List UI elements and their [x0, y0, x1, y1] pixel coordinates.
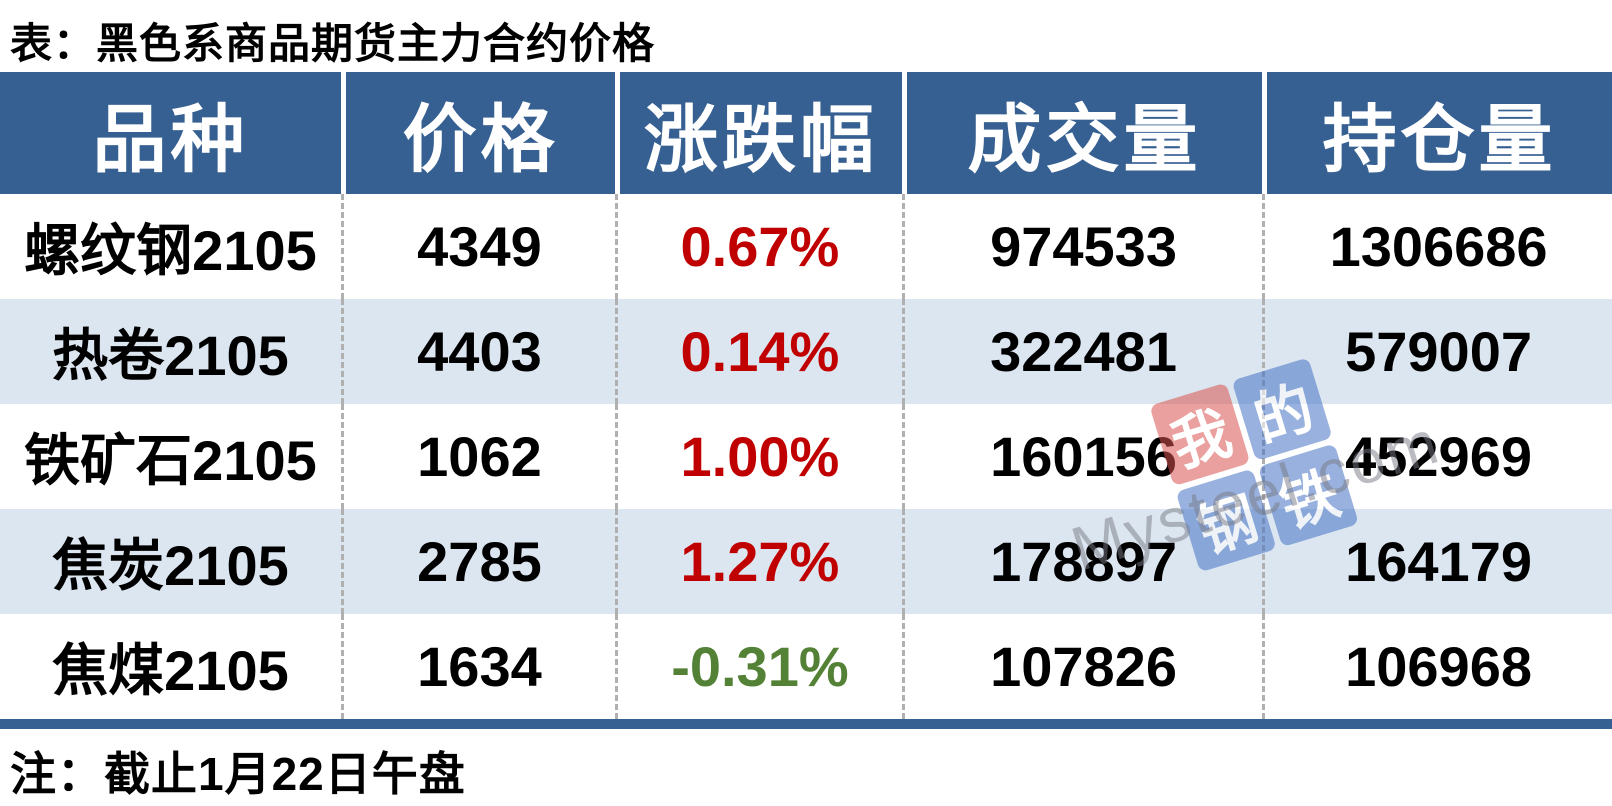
- change-cell: 0.14%: [614, 299, 902, 404]
- table-header-row: 品种 价格 涨跌幅 成交量 持仓量: [0, 72, 1612, 194]
- open-interest-cell: 106968: [1262, 614, 1612, 719]
- open-interest-cell: 579007: [1262, 299, 1612, 404]
- variety-cell: 热卷2105: [52, 324, 289, 387]
- table-row: 螺纹钢2105 4349 0.67% 974533 1306686: [0, 194, 1612, 299]
- column-header-variety: 品种: [92, 99, 249, 182]
- volume-cell: 107826: [901, 614, 1262, 719]
- change-cell: 1.00%: [614, 404, 902, 509]
- futures-table: 品种 价格 涨跌幅 成交量 持仓量 螺纹钢2105 4349 0.67% 974533…: [0, 72, 1612, 729]
- table-row: 热卷2105 4403 0.14% 322481 579007: [0, 299, 1612, 404]
- price-cell: 2785: [340, 509, 615, 614]
- column-header-price: 价格: [340, 72, 615, 194]
- table-body: 螺纹钢2105 4349 0.67% 974533 1306686 热卷2105 4403 0…: [0, 194, 1612, 719]
- variety-cell: 螺纹钢2105: [24, 219, 317, 282]
- volume-cell: 322481: [901, 299, 1262, 404]
- table-title: 表：黑色系商品期货主力合约价格: [10, 20, 656, 67]
- open-interest-cell: 164179: [1262, 509, 1612, 614]
- open-interest-cell: 1306686: [1262, 194, 1612, 299]
- price-cell: 4349: [340, 194, 615, 299]
- column-header-change: 涨跌幅: [614, 72, 902, 194]
- price-cell: 1634: [340, 614, 615, 719]
- table-row: 铁矿石2105 1062 1.00% 160156 452969: [0, 404, 1612, 509]
- variety-cell: 焦炭2105: [52, 534, 289, 597]
- change-cell: 1.27%: [614, 509, 902, 614]
- volume-cell: 178897: [901, 509, 1262, 614]
- change-cell: -0.31%: [614, 614, 902, 719]
- variety-cell: 焦煤2105: [52, 639, 289, 702]
- table-bottom-bar: [0, 719, 1612, 729]
- table-row: 焦炭2105 2785 1.27% 178897 164179: [0, 509, 1612, 614]
- table-note: 注：截止1月22日午盘: [10, 748, 466, 800]
- open-interest-cell: 452969: [1262, 404, 1612, 509]
- table-row: 焦煤2105 1634 -0.31% 107826 106968: [0, 614, 1612, 719]
- change-cell: 0.67%: [614, 194, 902, 299]
- column-header-open-interest: 持仓量: [1262, 72, 1612, 194]
- price-cell: 1062: [340, 404, 615, 509]
- volume-cell: 974533: [901, 194, 1262, 299]
- column-header-volume: 成交量: [901, 72, 1262, 194]
- volume-cell: 160156: [901, 404, 1262, 509]
- variety-cell: 铁矿石2105: [24, 429, 317, 492]
- price-cell: 4403: [340, 299, 615, 404]
